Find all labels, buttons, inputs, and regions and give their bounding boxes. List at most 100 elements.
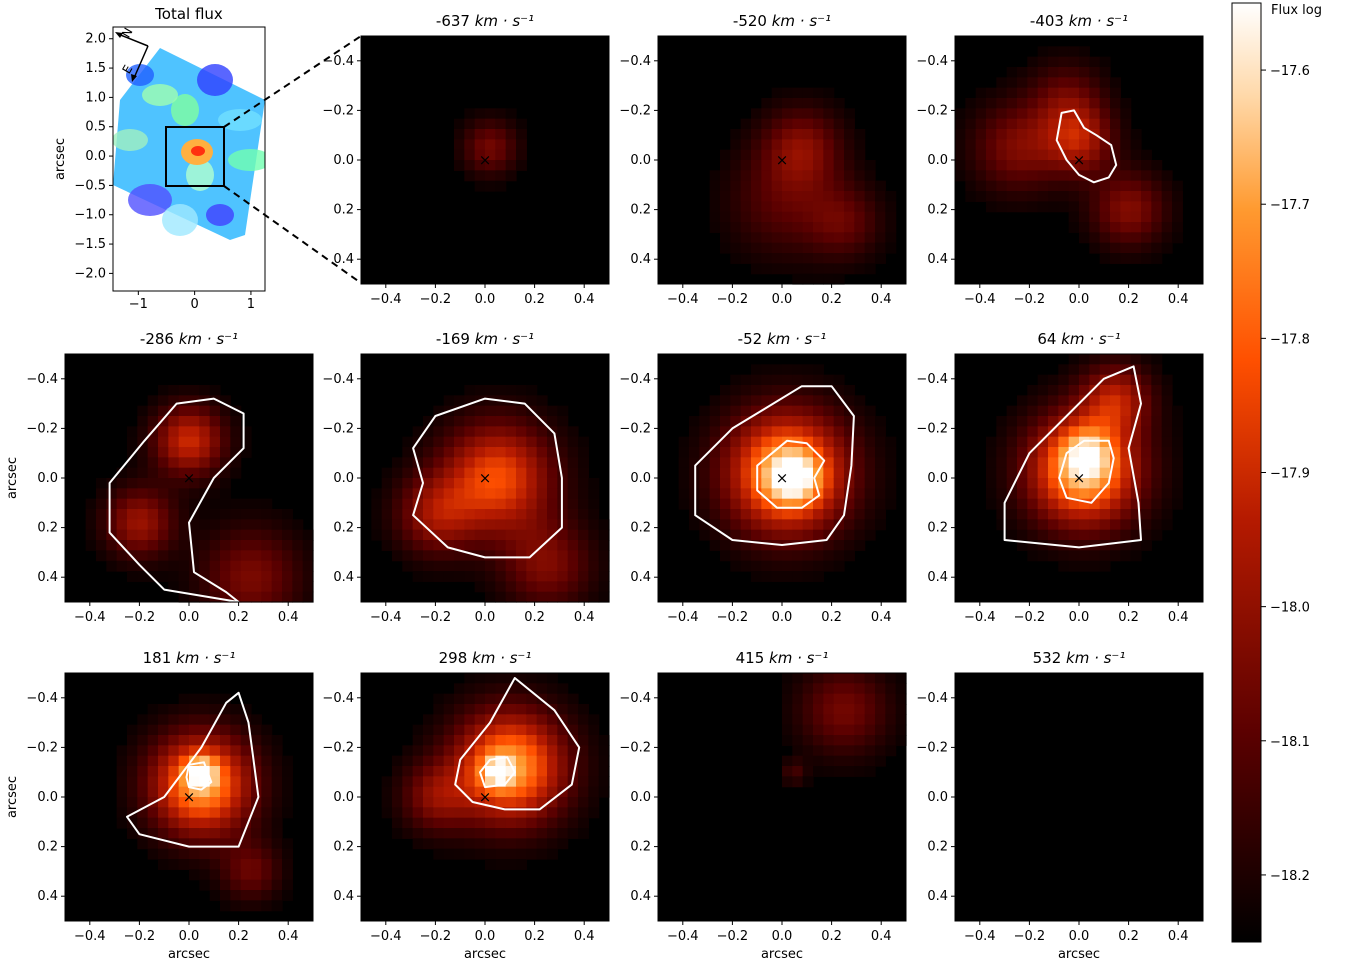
- flux-pixel: [1151, 529, 1163, 541]
- flux-pixel: [598, 581, 610, 593]
- flux-pixel: [220, 478, 231, 489]
- flux-pixel: [209, 467, 221, 479]
- flux-pixel: [833, 385, 845, 396]
- flux-pixel: [392, 776, 403, 788]
- flux-pixel: [875, 693, 886, 705]
- ytick-label: −0.2: [322, 103, 354, 118]
- flux-pixel: [1006, 519, 1018, 531]
- flux-pixel: [261, 828, 273, 839]
- flux-pixel: [371, 509, 383, 520]
- flux-pixel: [1058, 87, 1070, 99]
- flux-pixel: [1161, 385, 1173, 396]
- flux-pixel: [526, 786, 538, 798]
- flux-pixel: [433, 550, 445, 562]
- flux-pixel: [536, 704, 548, 715]
- flux-pixel: [761, 509, 773, 520]
- flux-pixel: [423, 735, 434, 746]
- flux-pixel: [720, 436, 731, 448]
- flux-pixel: [854, 222, 866, 233]
- flux-pixel: [699, 416, 711, 427]
- velocity-value: 532: [1033, 649, 1066, 667]
- flux-pixel: [1017, 478, 1028, 489]
- flux-pixel: [168, 426, 180, 438]
- flux-pixel: [261, 776, 273, 788]
- flux-pixel: [1110, 364, 1121, 376]
- flux-pixel: [823, 129, 835, 140]
- flux-pixel: [495, 519, 507, 531]
- flux-pixel: [147, 467, 159, 479]
- flux-pixel: [1017, 488, 1028, 500]
- flux-pixel: [547, 478, 558, 489]
- flux-pixel: [526, 766, 538, 777]
- flux-pixel: [1172, 488, 1183, 500]
- flux-pixel: [1058, 550, 1070, 562]
- flux-pixel: [230, 714, 242, 726]
- flux-pixel: [443, 478, 455, 489]
- flux-pixel: [189, 704, 200, 715]
- flux-pixel: [578, 550, 589, 562]
- flux-pixel: [1099, 98, 1111, 109]
- flux-pixel: [1068, 436, 1080, 448]
- flux-pixel: [282, 571, 293, 582]
- flux-pixel: [578, 529, 589, 541]
- flux-pixel: [588, 488, 600, 500]
- flux-pixel: [1048, 519, 1059, 531]
- flux-pixel: [986, 139, 997, 151]
- flux-pixel: [813, 87, 824, 99]
- flux-pixel: [1161, 222, 1173, 233]
- flux-pixel: [137, 416, 149, 427]
- flux-pixel: [823, 149, 835, 161]
- flux-pixel: [1120, 222, 1132, 233]
- flux-pixel: [474, 498, 486, 510]
- flux-pixel: [720, 222, 731, 233]
- contour-inner: [756, 439, 826, 509]
- flux-pixel: [199, 776, 211, 788]
- flux-pixel: [168, 735, 180, 746]
- flux-pixel: [1048, 108, 1059, 120]
- flux-pixel: [536, 745, 548, 757]
- flux-pixel: [975, 160, 987, 171]
- flux-pixel: [557, 447, 569, 458]
- flux-pixel: [761, 211, 773, 223]
- flux-pixel: [833, 170, 845, 182]
- flux-pixel: [209, 529, 221, 541]
- flux-pixel: [823, 457, 835, 469]
- flux-pixel: [782, 385, 793, 396]
- flux-pixel: [1130, 509, 1142, 520]
- flux-pixel: [955, 160, 966, 171]
- flux-pixel: [1079, 509, 1090, 520]
- flux-pixel: [271, 838, 283, 850]
- flux-pixel: [1027, 108, 1039, 120]
- flux-pixel: [965, 98, 977, 109]
- flux-pixel: [844, 416, 855, 427]
- flux-pixel: [730, 436, 742, 448]
- flux-pixel: [505, 859, 517, 870]
- flux-pixel: [392, 467, 403, 479]
- flux-pixel: [147, 519, 159, 531]
- flux-pixel: [730, 519, 742, 531]
- flux-pixel: [578, 488, 589, 500]
- flux-pixel: [885, 447, 897, 458]
- flux-pixel: [443, 519, 455, 531]
- flux-pixel: [782, 87, 793, 99]
- flux-pixel: [771, 87, 783, 99]
- flux-pixel: [536, 581, 548, 593]
- flux-pixel: [230, 416, 242, 427]
- flux-pixel: [875, 498, 886, 510]
- flux-pixel: [454, 807, 465, 819]
- flux-pixel: [1130, 436, 1142, 448]
- flux-pixel: [240, 869, 252, 881]
- flux-pixel: [474, 139, 486, 151]
- flux-pixel: [516, 560, 527, 572]
- flux-pixel: [158, 416, 169, 427]
- flux-pixel: [730, 529, 742, 541]
- flux-pixel: [536, 591, 548, 603]
- velocity-value: 415: [736, 649, 769, 667]
- flux-pixel: [875, 222, 886, 233]
- flux-pixel: [1130, 550, 1142, 562]
- flux-pixel: [474, 838, 486, 850]
- ytick-label: −0.4: [916, 372, 948, 387]
- flux-pixel: [1068, 98, 1080, 109]
- flux-pixel: [189, 457, 200, 469]
- ytick-label: −0.4: [26, 372, 58, 387]
